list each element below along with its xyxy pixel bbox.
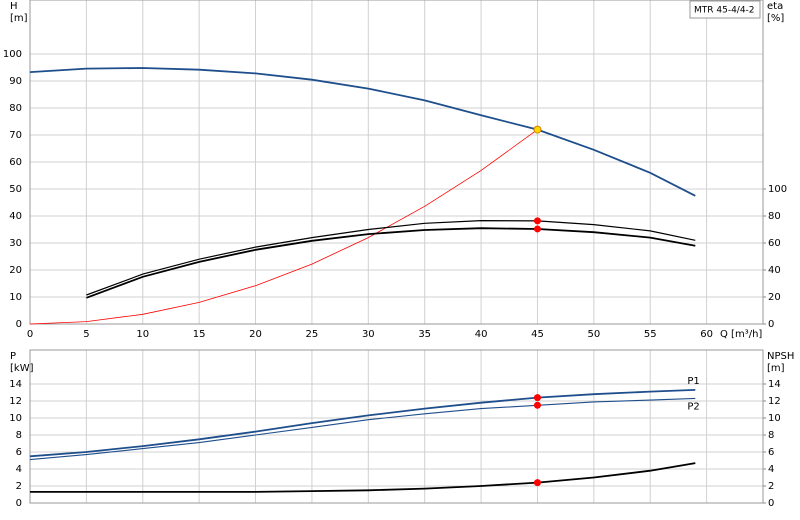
y-tick-label: 14 (9, 379, 22, 390)
plot-frame (29, 349, 764, 504)
series-line (86, 219, 696, 296)
x-tick-label: 15 (193, 329, 206, 340)
x-tick-label: 25 (306, 329, 319, 340)
y2-tick-label: 14 (768, 379, 781, 390)
x-tick-label: 55 (644, 329, 657, 340)
y-tick-label: 80 (9, 103, 22, 114)
y-tick-label: 10 (9, 413, 22, 424)
y-axis-unit: [kW] (10, 363, 34, 374)
series-line (29, 129, 538, 325)
x-tick-label: 0 (27, 329, 33, 340)
y2-axis-unit: [%] (767, 13, 784, 24)
y-axis-label: P (10, 351, 16, 362)
y2-tick-label: 4 (768, 464, 774, 475)
x-tick-label: 30 (362, 329, 375, 340)
y2-tick-label: 10 (768, 413, 781, 424)
series-line (29, 389, 696, 458)
plot-frame (29, 0, 764, 325)
y-tick-label: 40 (9, 211, 22, 222)
y2-tick-label: 80 (768, 211, 781, 222)
operating-point (533, 401, 541, 409)
operating-point (533, 479, 541, 487)
x-tick-label: 20 (249, 329, 262, 340)
series-line (86, 227, 696, 299)
chart-title: MTR 45-4/4-2 (694, 6, 755, 16)
series-line (29, 67, 696, 197)
y-tick-label: 100 (3, 49, 22, 60)
y-tick-label: 4 (16, 464, 22, 475)
y-tick-label: 10 (9, 292, 22, 303)
y2-tick-label: 100 (768, 184, 787, 195)
title-box (689, 0, 761, 19)
y2-axis-label: NPSH (767, 351, 794, 362)
y2-tick-label: 20 (768, 292, 781, 303)
x-tick-label: 45 (531, 329, 544, 340)
x-tick-label: 35 (418, 329, 431, 340)
y-tick-label: 0 (16, 498, 22, 509)
series-line (30, 462, 696, 493)
x-tick-label: 40 (475, 329, 488, 340)
x-tick-label: 50 (587, 329, 600, 340)
y-tick-label: 2 (16, 481, 22, 492)
y-axis-label: H (10, 1, 18, 12)
y-tick-label: 90 (9, 76, 22, 87)
y2-tick-label: 0 (768, 498, 774, 509)
y2-axis-label: eta (767, 1, 783, 12)
y2-tick-label: 40 (768, 265, 781, 276)
y2-tick-label: 6 (768, 447, 774, 458)
y-tick-label: 20 (9, 265, 22, 276)
x-tick-label: 60 (700, 329, 713, 340)
x-tick-label: 5 (83, 329, 89, 340)
series-line (29, 397, 696, 461)
y2-tick-label: 8 (768, 430, 774, 441)
y-tick-label: 6 (16, 447, 22, 458)
series-label: P1 (687, 376, 699, 387)
operating-point (533, 217, 541, 225)
operating-point (533, 394, 541, 402)
y2-tick-label: 12 (768, 396, 781, 407)
y-tick-label: 12 (9, 396, 22, 407)
y-tick-label: 60 (9, 157, 22, 168)
y-tick-label: 0 (16, 319, 22, 330)
y-tick-label: 50 (9, 184, 22, 195)
y2-tick-label: 0 (768, 319, 774, 330)
y2-tick-label: 2 (768, 481, 774, 492)
y-tick-label: 8 (16, 430, 22, 441)
operating-point (533, 225, 541, 233)
y2-axis-unit: [m] (767, 363, 785, 374)
operating-point (533, 125, 542, 134)
x-tick-label: 10 (136, 329, 149, 340)
y-tick-label: 70 (9, 130, 22, 141)
series-label: P2 (687, 401, 699, 412)
y-axis-unit: [m] (10, 13, 28, 24)
y2-tick-label: 60 (768, 238, 781, 249)
x-axis-label: Q [m³/h] (720, 329, 762, 340)
y-tick-label: 30 (9, 238, 22, 249)
